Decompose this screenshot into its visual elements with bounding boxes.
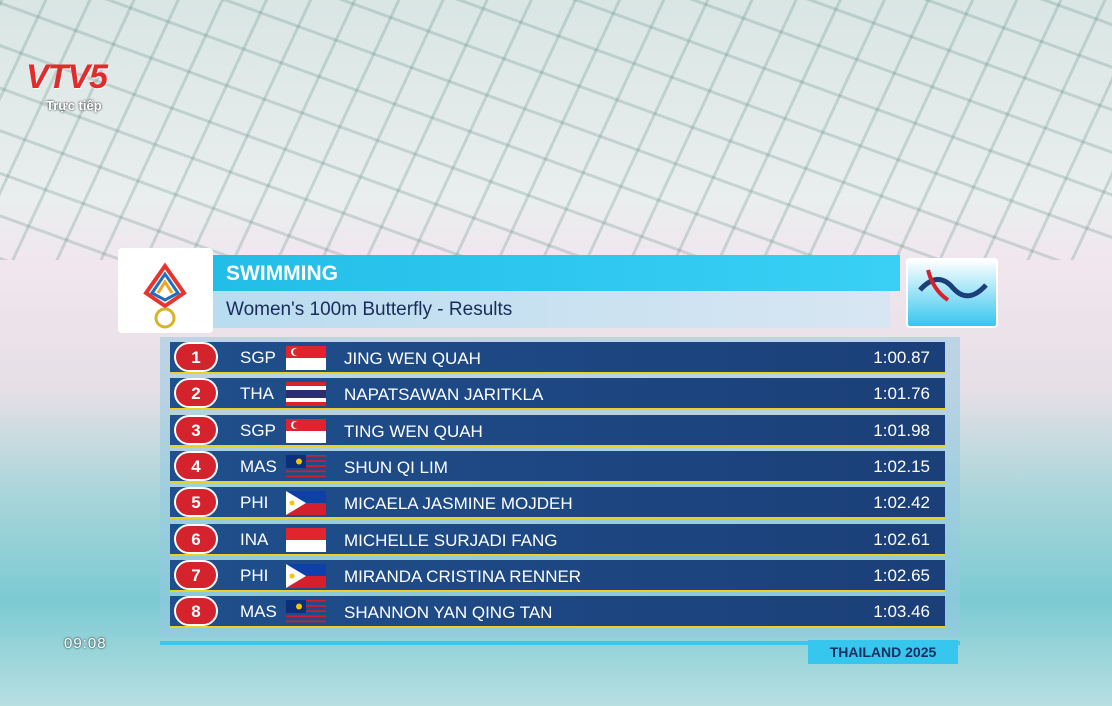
result-time: 1:00.87	[873, 348, 930, 367]
footer-tag: THAILAND 2025	[808, 640, 958, 664]
footer-line	[160, 641, 960, 645]
country-code: PHI	[240, 565, 269, 585]
rank-badge: 8	[174, 596, 218, 627]
flag-icon	[286, 454, 326, 488]
athlete-name: MIRANDA CRISTINA RENNER	[344, 566, 582, 586]
country-flag	[286, 382, 326, 411]
athlete-name: MICAELA JASMINE MOJDEH	[344, 494, 573, 514]
flag-icon	[286, 527, 326, 552]
clock: 09:08	[64, 635, 107, 652]
rank-badge: 6	[174, 523, 218, 554]
country-flag	[286, 346, 326, 375]
games-emblem	[143, 262, 187, 329]
athlete-name: NAPATSAWAN JARITKLA	[344, 385, 544, 405]
result-time: 1:02.65	[873, 565, 930, 585]
athlete-name: MICHELLE SURJADI FANG	[344, 530, 558, 550]
rank-badge: 4	[174, 450, 218, 481]
channel-logo: VTV5	[26, 58, 108, 96]
flag-icon	[286, 563, 326, 588]
result-time: 1:03.46	[873, 602, 930, 622]
athlete-name: SHUN QI LIM	[344, 457, 448, 477]
country-flag	[286, 600, 326, 633]
swimming-emblem	[918, 269, 988, 302]
result-time: 1:02.42	[873, 493, 930, 513]
sport-bar	[200, 255, 900, 291]
flag-icon	[286, 382, 326, 407]
country-code: SGP	[240, 420, 276, 440]
games-logo	[118, 248, 213, 333]
country-flag	[286, 454, 326, 488]
country-code: PHI	[240, 493, 269, 513]
country-code: SGP	[240, 348, 276, 367]
country-code: MAS	[240, 602, 277, 622]
rank-badge: 5	[174, 487, 218, 518]
result-row: 2 THA NAPATSAWAN JARITKLA 1:01.76	[170, 378, 945, 411]
roof-structure	[0, 0, 1112, 260]
result-time: 1:01.76	[873, 384, 930, 404]
result-row: 3 SGP TING WEN QUAH 1:01.98	[170, 414, 945, 448]
result-row: 1 SGP JING WEN QUAH 1:00.87	[170, 342, 945, 374]
country-flag	[286, 418, 326, 448]
country-code: MAS	[240, 456, 277, 476]
result-row: 6 INA MICHELLE SURJADI FANG 1:02.61	[170, 523, 945, 557]
rank-badge: 7	[174, 559, 218, 590]
athlete-name: TING WEN QUAH	[344, 421, 483, 441]
result-row: 8 MAS SHANNON YAN QING TAN 1:03.46	[170, 596, 945, 633]
athlete-name: SHANNON YAN QING TAN	[344, 603, 553, 623]
result-row: 4 MAS SHUN QI LIM 1:02.15	[170, 450, 945, 488]
country-code: INA	[240, 529, 269, 549]
mascot-logo	[906, 258, 998, 328]
result-row: 7 PHI MIRANDA CRISTINA RENNER 1:02.65	[170, 559, 945, 593]
result-time: 1:01.98	[873, 420, 930, 440]
result-row: 5 PHI MICAELA JASMINE MOJDEH 1:02.42	[170, 487, 945, 520]
country-flag	[286, 491, 326, 520]
event-title: Women's 100m Butterfly - Results	[226, 299, 513, 320]
country-flag	[286, 527, 326, 557]
result-time: 1:02.15	[873, 456, 930, 476]
athlete-name: JING WEN QUAH	[344, 349, 481, 368]
flag-icon	[286, 418, 326, 443]
rank-badge: 3	[174, 414, 218, 445]
sport-title: SWIMMING	[226, 262, 338, 285]
flag-icon	[286, 346, 326, 370]
country-code: THA	[240, 384, 274, 404]
country-flag	[286, 563, 326, 593]
rank-badge: 2	[174, 378, 218, 409]
result-time: 1:02.61	[873, 529, 930, 549]
rank-badge: 1	[174, 342, 218, 372]
flag-icon	[286, 491, 326, 516]
event-bar	[200, 291, 890, 328]
flag-icon	[286, 600, 326, 633]
live-status: Trực tiếp	[46, 98, 102, 113]
